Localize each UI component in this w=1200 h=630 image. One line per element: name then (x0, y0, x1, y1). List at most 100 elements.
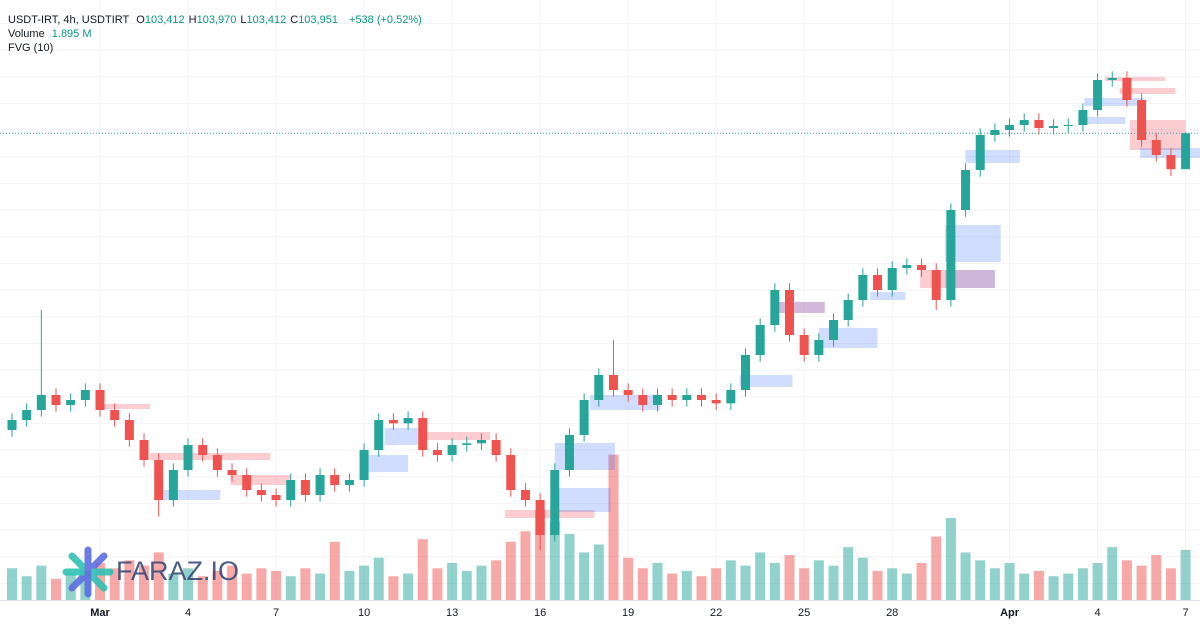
volume-bar (520, 531, 531, 600)
volume-bar (828, 565, 839, 600)
candles-layer (0, 71, 1200, 550)
fvg-zone (424, 432, 491, 440)
volume-bar (593, 544, 604, 600)
legend: USDT-IRT, 4h, USDTIRT O103,412 H103,970 L1… (8, 13, 426, 55)
fvg-zone (870, 292, 906, 300)
candle-body (256, 490, 266, 495)
volume-bar (241, 573, 252, 600)
volume-bar (271, 570, 282, 600)
candle-body (212, 455, 222, 470)
candle-body (168, 470, 178, 500)
volume-bar (359, 565, 370, 600)
ohlc-value: 103,970 (196, 14, 237, 26)
ohlc-value: 103,412 (246, 14, 287, 26)
volume-layer (7, 454, 1191, 600)
volume-bar (1048, 576, 1059, 600)
volume-bar (1136, 565, 1147, 600)
candle-body (902, 265, 912, 268)
candle-body (623, 390, 633, 395)
candle-body (154, 460, 164, 500)
candle-body (652, 395, 662, 405)
volume-bar (872, 570, 883, 600)
volume-bar (711, 568, 722, 600)
volume-bar (21, 576, 32, 600)
candle-body (418, 418, 428, 450)
candle-body (785, 290, 795, 335)
volume-bar (564, 533, 575, 600)
candle-body (829, 320, 839, 340)
candle-body (22, 410, 32, 420)
candle-body (300, 480, 310, 495)
fvg-zone (95, 404, 150, 409)
x-tick-label: 22 (710, 607, 722, 619)
volume-bar (124, 560, 135, 600)
watermark-text: FARAZ.IO (116, 556, 239, 586)
fvg-zone (1084, 117, 1126, 124)
fvg-zone (149, 453, 271, 460)
candle-body (124, 420, 134, 440)
candle-body (1019, 120, 1029, 125)
ohlc-key: O (136, 14, 145, 26)
candle-body (667, 395, 677, 400)
fvg-zone (554, 488, 611, 512)
candle-body (359, 450, 369, 480)
volume-bar (916, 562, 927, 600)
candle-body (403, 418, 413, 424)
volume-bar (7, 568, 17, 600)
volume-bar (989, 568, 1000, 600)
candle-body (931, 270, 941, 300)
volume-bar (1063, 573, 1074, 600)
ohlc-key: L (240, 14, 247, 26)
volume-bar (109, 568, 120, 600)
candle-body (1137, 100, 1147, 140)
candle-body (594, 375, 604, 400)
volume-bar (623, 557, 634, 600)
volume-bar (432, 568, 443, 600)
fvg-zone (945, 270, 995, 288)
volume-bar (975, 560, 986, 600)
volume-bar (373, 557, 384, 600)
symbol: USDT-IRT, 4h, USDTIRT (8, 14, 130, 26)
candle-body (1166, 155, 1176, 170)
x-tick-label: 4 (1095, 607, 1101, 619)
legend-row: USDT-IRT, 4h, USDTIRT O103,412 H103,970 L1… (8, 13, 426, 27)
volume-bar (403, 573, 414, 600)
candle-body (638, 395, 648, 405)
candle-body (975, 135, 985, 170)
candle-body (242, 475, 252, 490)
ohlc-value: 103,951 (298, 14, 338, 26)
volume-bar (51, 578, 62, 600)
candle-body (491, 440, 501, 455)
candle-body (447, 445, 457, 455)
candle-body (432, 450, 442, 455)
volume-bar (813, 560, 824, 600)
volume-bar (212, 570, 223, 600)
axis-layer: Mar 4 7 10 13 16 19 22 25 28 Apr 4 7 (0, 600, 1200, 619)
candle-body (873, 275, 883, 290)
candle-body (1181, 133, 1191, 170)
candle-body (535, 500, 545, 535)
volume-bar (1121, 560, 1132, 600)
fvg-zone (1119, 88, 1176, 94)
volume-bar (285, 576, 296, 600)
candle-body (388, 420, 398, 424)
x-tick-label: 19 (622, 607, 634, 619)
volume-bar (197, 576, 208, 600)
fvg-zone (504, 510, 595, 518)
volume-bar (579, 552, 590, 600)
candle-body (564, 435, 574, 470)
candle-body (696, 395, 706, 400)
candle-body (858, 275, 868, 300)
volume-bar (667, 573, 678, 600)
candle-body (506, 455, 516, 490)
fvg-zone (359, 455, 409, 472)
volume-bar (1004, 562, 1015, 600)
volume-bar (139, 565, 150, 600)
volume-bar (491, 560, 502, 600)
volume-bar (1019, 573, 1030, 600)
volume-bar (769, 562, 780, 600)
candle-body (520, 490, 530, 500)
volume-bar (535, 510, 546, 600)
fvg-zone (965, 150, 1020, 163)
